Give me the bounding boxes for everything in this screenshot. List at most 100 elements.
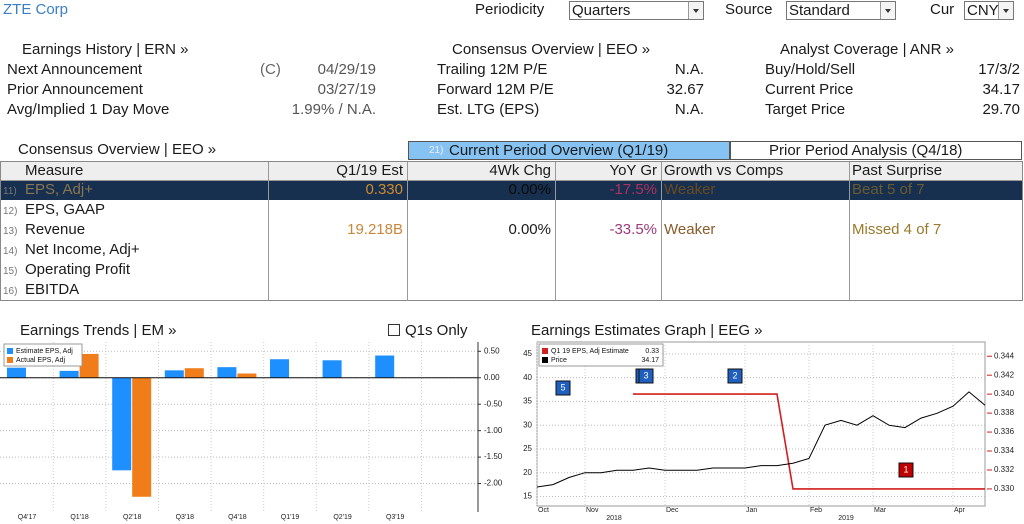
bar xyxy=(184,368,204,378)
section-title[interactable]: Consensus Overview | EEO » xyxy=(18,141,217,158)
legend-swatch xyxy=(7,357,13,363)
y-tick-label: 0.00 xyxy=(484,373,500,382)
legend-swatch xyxy=(542,348,548,354)
y2-tick-label: 0.342 xyxy=(994,370,1015,379)
bar xyxy=(112,377,132,471)
currency-dropdown[interactable]: CNY xyxy=(964,1,1014,20)
checkbox-label: Q1s Only xyxy=(405,322,468,339)
column-divider xyxy=(661,162,662,301)
row-number: 13) xyxy=(3,226,18,237)
dropdown-value: Standard xyxy=(789,2,850,19)
y-tick-label: -1.00 xyxy=(484,426,503,435)
y-tick-label: 40 xyxy=(523,373,532,382)
row-number: 12) xyxy=(3,206,18,217)
currency-label: Cur xyxy=(930,1,955,18)
row-label: Target Price xyxy=(765,101,846,118)
section-title[interactable]: Earnings Estimates Graph | EEG » xyxy=(531,322,763,339)
legend-label: Actual EPS, Adj xyxy=(16,357,65,364)
x-tick-label: Feb xyxy=(810,507,822,514)
tab-label: Current Period Overview (Q1/19) xyxy=(449,142,669,159)
row-label: Forward 12M P/E xyxy=(437,81,554,98)
source-dropdown[interactable]: Standard xyxy=(786,1,896,20)
column-header: Growth vs Comps xyxy=(664,162,784,179)
year-label: 2018 xyxy=(606,515,622,522)
column-header: Measure xyxy=(25,162,84,179)
y-tick-label: 30 xyxy=(523,420,532,429)
bar xyxy=(237,373,257,378)
row-value: 1.99% / N.A. xyxy=(291,101,376,118)
row-value: 29.70 xyxy=(982,101,1020,118)
y2-tick-label: 0.340 xyxy=(994,389,1015,398)
dropdown-value: CNY xyxy=(967,2,999,19)
annotation-box xyxy=(555,380,571,396)
column-header: Q1/19 Est xyxy=(336,162,403,179)
table-cell: Net Income, Adj+ xyxy=(25,241,140,258)
bar xyxy=(322,360,342,378)
table-cell: 0.00% xyxy=(508,181,551,198)
x-tick-label: Q4'18 xyxy=(228,514,247,521)
legend-swatch xyxy=(542,357,548,363)
table-cell: 19.218B xyxy=(347,221,403,238)
table-cell: Beat 5 of 7 xyxy=(852,181,925,198)
section-title[interactable]: Earnings Trends | EM » xyxy=(20,322,177,339)
table-cell: 0.00% xyxy=(508,221,551,238)
source-label: Source xyxy=(725,1,773,18)
x-tick-label: Dec xyxy=(666,507,679,514)
row-label: Current Price xyxy=(765,81,854,98)
legend-box xyxy=(3,343,83,367)
y-tick-label: 25 xyxy=(523,444,532,453)
periodicity-dropdown[interactable]: Quarters xyxy=(569,1,704,20)
table-cell: EPS, Adj+ xyxy=(25,181,93,198)
x-tick-label: Q1'19 xyxy=(281,514,300,521)
annotation-box xyxy=(727,368,743,384)
bar xyxy=(59,370,79,378)
x-tick-label: Oct xyxy=(538,507,549,514)
row-value: 32.67 xyxy=(666,81,704,98)
tab-current[interactable]: 21) Current Period Overview (Q1/19) xyxy=(408,141,730,160)
bar xyxy=(375,355,395,378)
x-tick-label: Q2'18 xyxy=(123,514,142,521)
section-title[interactable]: Consensus Overview | EEO » xyxy=(452,41,651,58)
plot-area xyxy=(0,342,478,512)
table-cell: Revenue xyxy=(25,221,86,238)
annotation-text: 5 xyxy=(560,382,565,392)
x-tick-label: Q3'19 xyxy=(386,514,405,521)
annotation-text: 1 xyxy=(903,464,908,474)
row-value: 03/27/19 xyxy=(317,81,376,98)
bar xyxy=(132,377,152,497)
y2-tick-label: 0.334 xyxy=(994,446,1015,455)
y-tick-label: 35 xyxy=(523,397,532,406)
tab-prior[interactable]: Prior Period Analysis (Q4/18) xyxy=(730,141,1022,160)
dropdown-arrow xyxy=(880,2,895,19)
bar xyxy=(217,367,237,378)
checkbox[interactable] xyxy=(388,324,400,336)
series-line xyxy=(536,391,986,488)
row-number: 15) xyxy=(3,266,18,277)
legend-box xyxy=(538,343,664,367)
x-tick-label: Nov xyxy=(586,507,599,514)
x-tick-label: Q4'17 xyxy=(18,514,37,521)
x-tick-label: Q1'18 xyxy=(70,514,89,521)
annotation-text: 2 xyxy=(732,370,737,380)
x-tick-label: Mar xyxy=(874,507,887,514)
table-cell: -17.5% xyxy=(609,181,657,198)
dropdown-arrow xyxy=(998,2,1013,19)
dropdown-value: Quarters xyxy=(572,2,631,19)
y-tick-label: 0.50 xyxy=(484,346,500,355)
section-title[interactable]: Earnings History | ERN » xyxy=(22,41,189,58)
section-title[interactable]: Analyst Coverage | ANR » xyxy=(780,41,954,58)
row-value: N.A. xyxy=(674,61,704,78)
selected-row-bg xyxy=(1,181,1022,200)
annotation-box xyxy=(638,368,654,384)
x-tick-label: Jan xyxy=(746,507,757,514)
y2-tick-label: 0.338 xyxy=(994,408,1015,417)
table-frame xyxy=(0,161,1023,301)
column-header: 4Wk Chg xyxy=(489,162,551,179)
legend-label: Q1 19 EPS, Adj Estimate xyxy=(551,348,629,355)
row-number: 11) xyxy=(3,186,17,197)
row-label: Est. LTG (EPS) xyxy=(437,101,540,118)
annotation-box xyxy=(898,462,914,478)
row-value: 04/29/19 xyxy=(317,61,376,78)
